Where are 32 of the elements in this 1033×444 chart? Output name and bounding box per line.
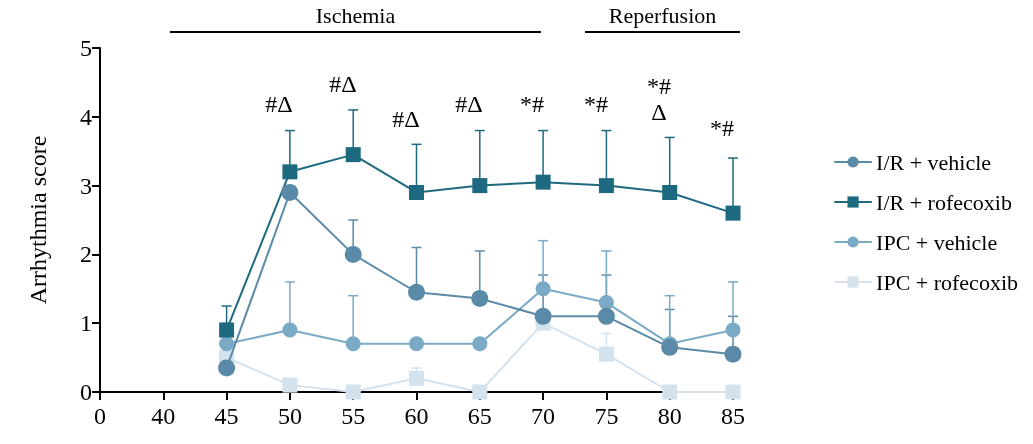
legend-label: I/R + vehicle (876, 149, 992, 175)
y-tick-label: 0 (80, 379, 92, 405)
text: Ischemia (314, 3, 397, 28)
y-tick-label: 3 (80, 172, 92, 199)
annotation: #Δ (329, 71, 357, 97)
x-tick-label: 80 (657, 403, 682, 429)
x-tick-label: 65 (467, 403, 492, 429)
x-tick-label: 75 (594, 403, 619, 429)
annotation: Δ (651, 99, 667, 125)
annotation: #Δ (455, 91, 483, 117)
annotation: #Δ (265, 91, 293, 117)
x-tick-label: 85 (721, 403, 745, 429)
legend-label: IPC + vehicle (876, 229, 998, 255)
y-tick-label: 4 (80, 103, 92, 130)
x-tick-label: 45 (214, 403, 239, 429)
text: Reperfusion (607, 3, 718, 28)
x-tick-label: 70 (531, 403, 556, 429)
legend-label: I/R + rofecoxib (876, 189, 1012, 215)
y-axis-title: Arrhythmia score (25, 135, 51, 305)
y-tick-label: 5 (80, 35, 92, 61)
x-tick-label: 40 (151, 403, 176, 429)
annotation: *# (647, 73, 671, 99)
x-tick-label: 50 (277, 403, 302, 429)
x-tick-label: 60 (404, 403, 429, 429)
annotation: *# (710, 115, 734, 141)
x-tick-label: 55 (341, 403, 366, 429)
y-tick-label: 1 (80, 310, 92, 337)
legend-label: IPC + rofecoxib (876, 269, 1018, 295)
y-tick-label: 2 (80, 241, 92, 268)
annotation: #Δ (392, 106, 420, 132)
annotation: *# (520, 91, 544, 117)
annotation: *# (584, 91, 608, 117)
